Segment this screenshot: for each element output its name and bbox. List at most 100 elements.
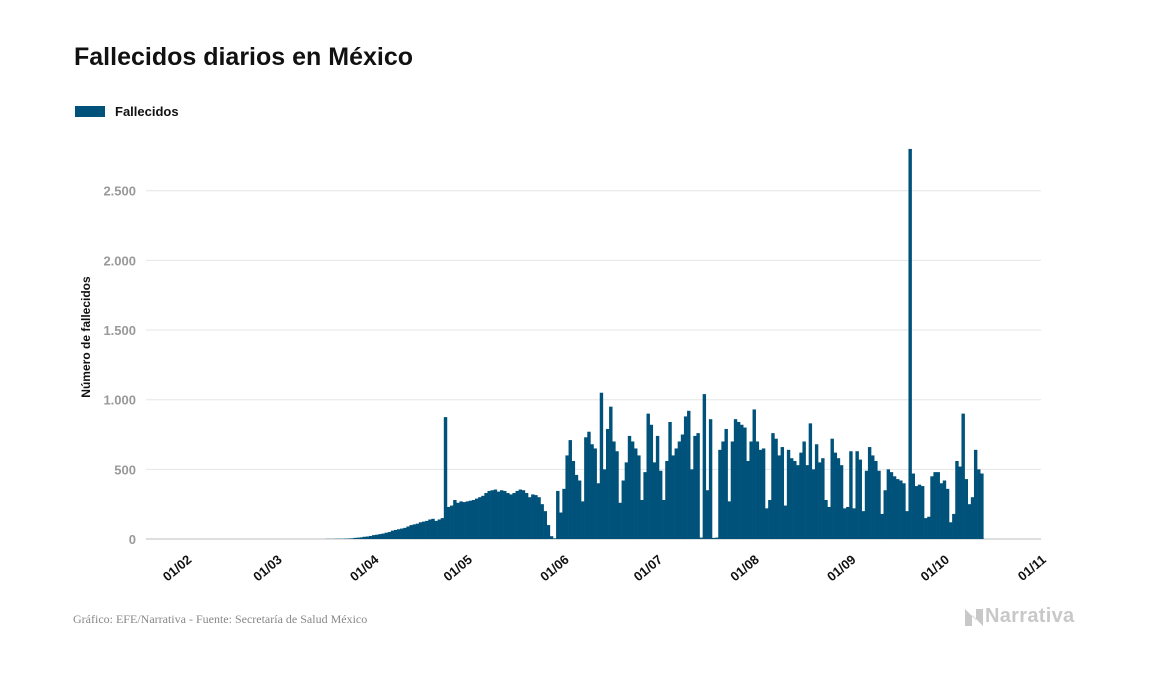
bar: [980, 473, 984, 539]
x-tick-label: 01/02: [160, 552, 195, 584]
bar: [802, 441, 806, 539]
bar: [609, 406, 613, 539]
bar: [450, 505, 454, 539]
legend-label-fallecidos: Fallecidos: [115, 104, 179, 119]
bar: [596, 483, 601, 539]
bar: [353, 537, 357, 539]
bar: [668, 421, 672, 539]
y-tick-label: 2.000: [103, 253, 136, 268]
bar: [746, 460, 750, 539]
bar: [683, 416, 688, 539]
bar: [571, 460, 576, 539]
x-tick-label: 01/07: [631, 552, 666, 584]
bar: [481, 495, 485, 539]
bar: [708, 419, 713, 539]
bar: [933, 472, 937, 539]
bar: [914, 486, 919, 539]
bar: [743, 427, 747, 539]
legend: Fallecidos: [75, 104, 179, 119]
bar: [634, 448, 638, 539]
bar: [687, 410, 691, 539]
bar: [755, 441, 760, 539]
bar: [347, 538, 351, 539]
bar: [821, 458, 825, 539]
bar: [789, 458, 794, 539]
bar: [908, 148, 912, 539]
x-tick-label: 01/04: [347, 551, 382, 584]
bar: [387, 532, 392, 539]
bar: [846, 506, 850, 539]
bar: [733, 419, 738, 539]
bar: [796, 465, 800, 539]
bar: [880, 513, 884, 539]
bar: [793, 460, 797, 539]
x-tick-label: 01/08: [727, 552, 762, 584]
bar: [712, 537, 716, 539]
bar: [521, 490, 526, 539]
bar: [362, 536, 367, 539]
bar: [867, 447, 872, 539]
bar: [917, 484, 922, 539]
bar: [690, 469, 694, 539]
bar: [368, 535, 373, 539]
bar: [584, 437, 588, 539]
bar: [468, 500, 473, 539]
bar: [562, 488, 566, 539]
bar: [350, 538, 354, 539]
x-tick-label: 01/11: [1015, 552, 1049, 584]
bar: [378, 534, 382, 539]
bar: [777, 455, 781, 539]
bar: [652, 462, 657, 539]
bar: [365, 536, 370, 539]
bar: [621, 480, 625, 539]
bar: [883, 490, 887, 539]
bar: [515, 490, 519, 539]
bar: [824, 499, 828, 539]
bar: [961, 413, 965, 539]
source-credit: Gráfico: EFE/Narrativa - Fuente: Secreta…: [73, 612, 368, 626]
bar: [833, 452, 838, 539]
bar: [649, 424, 654, 539]
bar: [696, 433, 700, 539]
bar: [403, 527, 407, 539]
chart-title: Fallecidos diarios en México: [74, 43, 414, 71]
bar: [425, 520, 429, 539]
bar: [397, 529, 401, 539]
bar: [503, 490, 507, 539]
bar: [400, 528, 404, 539]
bar: [721, 441, 725, 539]
bar: [662, 499, 666, 539]
bar: [864, 470, 869, 539]
bar: [945, 488, 950, 539]
x-tick-label: 01/05: [440, 552, 475, 584]
bar: [889, 472, 894, 539]
bar: [431, 518, 435, 539]
bar: [462, 502, 466, 539]
y-tick-label: 1.000: [103, 393, 136, 408]
bar: [415, 523, 420, 539]
bar: [375, 534, 379, 539]
bar: [534, 495, 538, 539]
bar: [665, 460, 669, 539]
y-tick-label: 1.500: [103, 323, 136, 338]
bar: [546, 525, 551, 539]
bar: [727, 501, 732, 539]
bar: [443, 417, 448, 539]
bar: [393, 529, 398, 539]
bar: [874, 460, 878, 539]
bar: [605, 428, 610, 539]
bar: [484, 493, 488, 539]
bar: [780, 447, 785, 539]
bar: [924, 518, 928, 539]
bar: [861, 511, 866, 539]
bar: [456, 502, 460, 539]
bar: [886, 469, 891, 539]
bar: [630, 441, 635, 539]
bar: [493, 489, 498, 539]
bar: [474, 498, 479, 539]
bar: [577, 480, 582, 539]
bar: [730, 441, 735, 539]
bar: [842, 508, 847, 539]
bar: [895, 479, 900, 539]
bar: [655, 435, 660, 539]
